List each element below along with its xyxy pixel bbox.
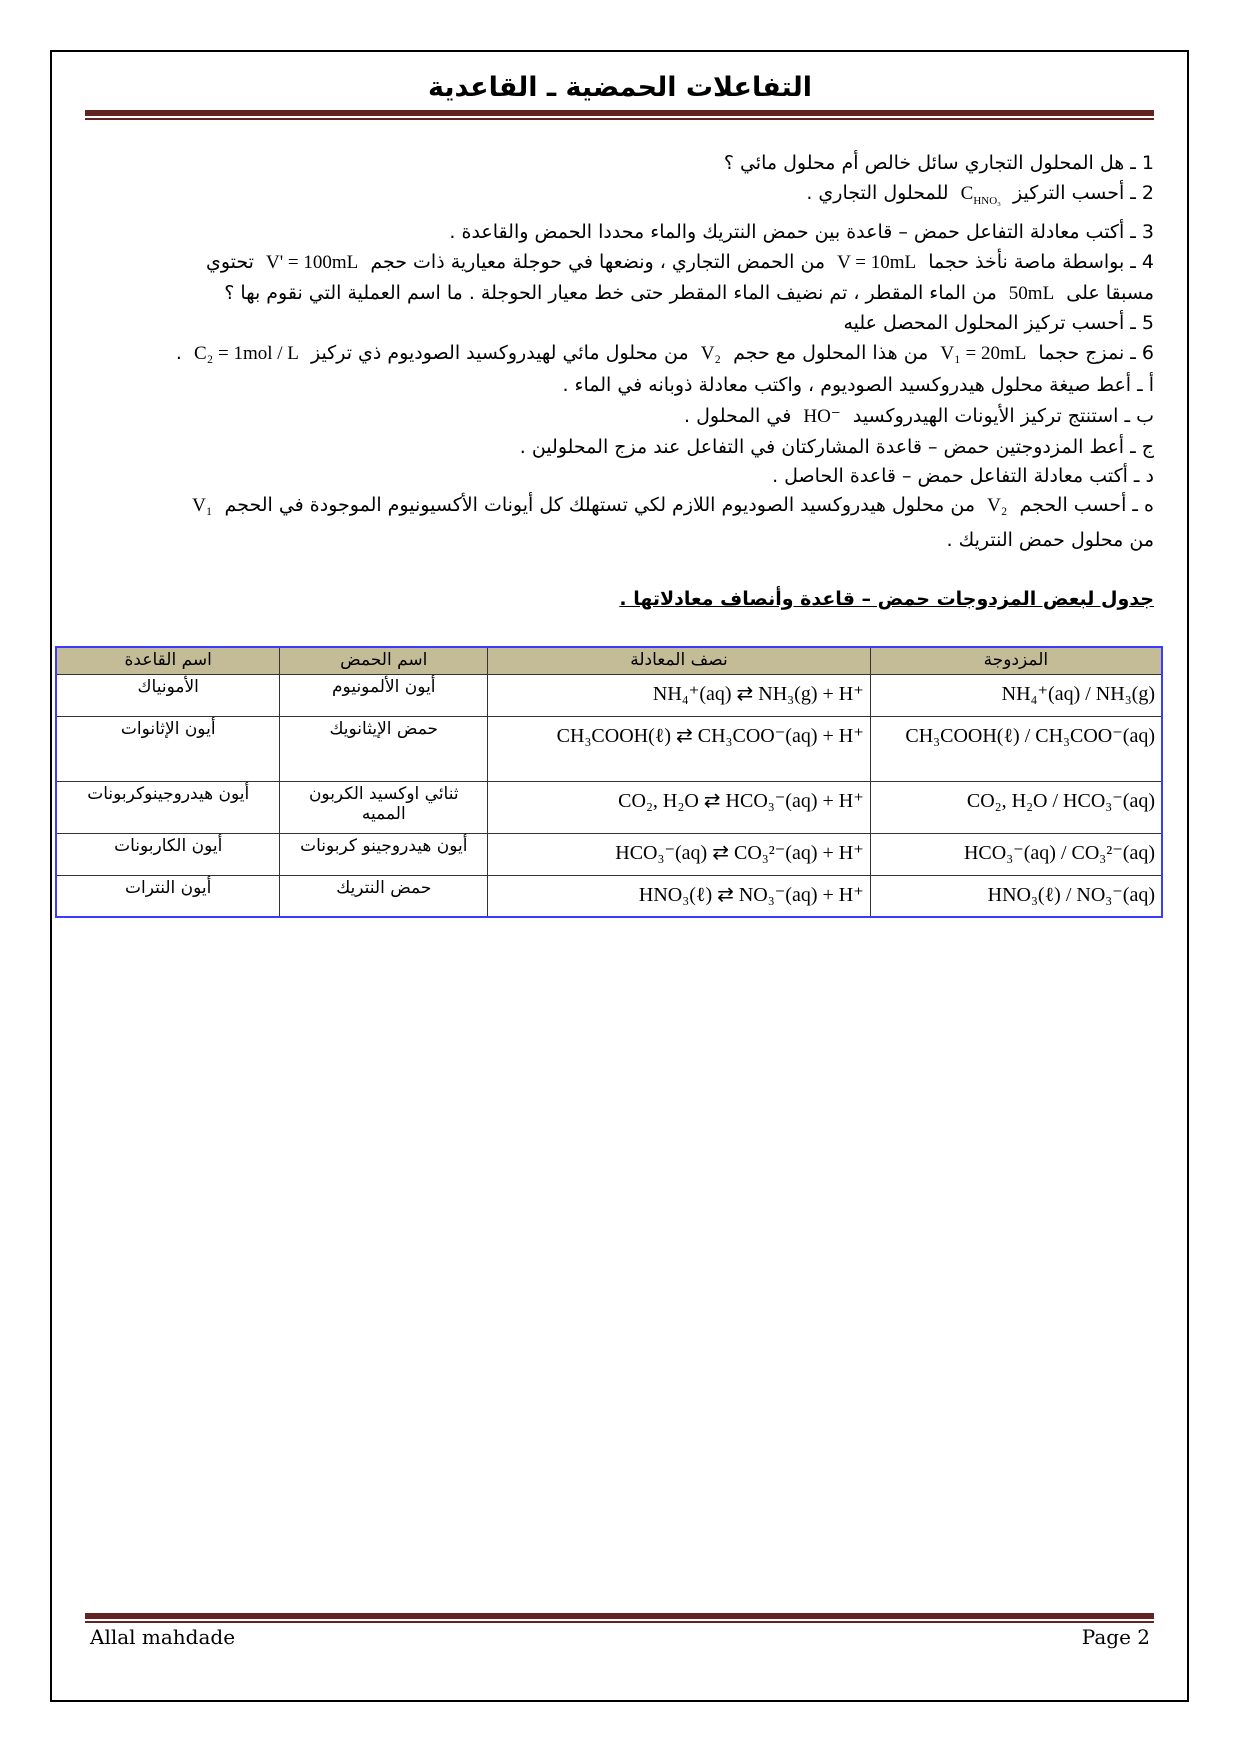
acid-name: أيون الألمونيوم <box>279 674 489 717</box>
acid-base-table: المزدوجة نصف المعادلة اسم الحمض اسم القا… <box>55 646 1163 918</box>
acid-name: أيون هيدروجينو كربونات <box>279 833 489 876</box>
acid-name: حمض الإيثانويك <box>279 716 489 782</box>
q6b-text: في المحلول . <box>684 405 792 427</box>
question-5: 5 ـ أحسب تركيز المحلول المحصل عليه <box>843 312 1154 334</box>
q6-formula-c2: C₂ = 1mol / L <box>193 343 299 364</box>
acid-name: ثنائي اوكسيد الكربون المميه <box>279 781 489 834</box>
title-rule <box>85 110 1154 116</box>
question-6e-cont: من محلول حمض النتريك . <box>946 529 1154 551</box>
q4-text: من الحمض التجاري ، ونضعها في حوجلة معيار… <box>370 251 826 273</box>
table-row: HNO₃(ℓ) / NO₃⁻(aq) HNO₃(ℓ) ⇄ NO₃⁻(aq) + … <box>55 875 1163 917</box>
half-equation: CH₃COOH(ℓ) ⇄ CH₃COO⁻(aq) + H⁺ <box>556 725 864 747</box>
couple-cell: CO₂, H₂O / HCO₃⁻(aq) <box>869 781 1163 834</box>
q2-subscript: HNO₃ <box>973 194 1001 207</box>
header-base-name: اسم القاعدة <box>55 646 281 675</box>
base-name: أيون هيدروجينوكربونات <box>55 781 281 834</box>
question-6c: ج ـ أعط المزدوجتين حمض – قاعدة المشاركتا… <box>519 436 1154 458</box>
equation-cell: HNO₃(ℓ) ⇄ NO₃⁻(aq) + H⁺ <box>487 875 871 917</box>
base-name: الأمونياك <box>55 674 281 717</box>
q6-formula-v1: V₁ = 20mL <box>940 343 1027 364</box>
title-rule-thin <box>85 118 1154 120</box>
equation-cell: CO₂, H₂O ⇄ HCO₃⁻(aq) + H⁺ <box>487 781 871 834</box>
base-name: أيون الإثانوات <box>55 716 281 782</box>
equation-cell: HCO₃⁻(aq) ⇄ CO₃²⁻(aq) + H⁺ <box>487 833 871 876</box>
q6b-formula: HO⁻ <box>803 406 841 427</box>
q6e-text: من محلول هيدروكسيد الصوديوم اللازم لكي ت… <box>224 494 976 516</box>
question-6b: ب ـ استنتج تركيز الأيونات الهيدروكسيد HO… <box>115 403 1154 430</box>
footer-author: Allal mahdade <box>90 1625 236 1649</box>
couple: HNO₃(ℓ) / NO₃⁻(aq) <box>987 884 1155 906</box>
footer-rule-thin <box>85 1621 1154 1623</box>
couple-cell: NH₄⁺(aq) / NH₃(g) <box>869 674 1163 717</box>
q4-formula-v: V = 10mL <box>837 252 917 273</box>
half-equation: CO₂, H₂O ⇄ HCO₃⁻(aq) + H⁺ <box>618 790 864 812</box>
question-6e: ه ـ أحسب الحجم V₂ من محلول هيدروكسيد الص… <box>115 492 1154 519</box>
q6-text: 6 ـ نمزج حجما <box>1038 342 1154 364</box>
question-6: 6 ـ نمزج حجما V₁ = 20mL من هذا المحلول م… <box>115 340 1154 367</box>
couple: CO₂, H₂O / HCO₃⁻(aq) <box>966 790 1155 812</box>
table-caption: جدول لبعض المزدوجات حمض – قاعدة وأنصاف م… <box>619 588 1154 610</box>
q6e-formula-v1: V₁ <box>192 495 213 516</box>
base-name: أيون الكاربونات <box>55 833 281 876</box>
question-1: 1 ـ هل المحلول التجاري سائل خالص أم محلو… <box>723 152 1154 174</box>
q2-symbol: C <box>960 183 974 204</box>
header-couple: المزدوجة <box>869 646 1163 675</box>
q2-text: 2 ـ أحسب التركيز <box>1013 182 1154 204</box>
table-row: HCO₃⁻(aq) / CO₃²⁻(aq) HCO₃⁻(aq) ⇄ CO₃²⁻(… <box>55 833 1163 876</box>
question-4: 4 ـ بواسطة ماصة نأخذ حجما V = 10mL من ال… <box>115 249 1154 276</box>
half-equation: HNO₃(ℓ) ⇄ NO₃⁻(aq) + H⁺ <box>638 884 864 906</box>
question-2: 2 ـ أحسب التركيز CHNO₃ للمحلول التجاري . <box>115 180 1154 214</box>
equation-cell: CH₃COOH(ℓ) ⇄ CH₃COO⁻(aq) + H⁺ <box>487 716 871 782</box>
couple: NH₄⁺(aq) / NH₃(g) <box>1001 683 1155 705</box>
equation-cell: NH₄⁺(aq) ⇄ NH₃(g) + H⁺ <box>487 674 871 717</box>
footer-page-number: Page 2 <box>1081 1625 1150 1649</box>
half-equation: HCO₃⁻(aq) ⇄ CO₃²⁻(aq) + H⁺ <box>615 842 864 864</box>
couple-cell: HNO₃(ℓ) / NO₃⁻(aq) <box>869 875 1163 917</box>
page-frame <box>50 50 1189 1702</box>
q4-formula-50ml: 50mL <box>1008 283 1055 304</box>
question-4-cont: مسبقا على 50mL من الماء المقطر ، تم نضيف… <box>115 280 1154 307</box>
question-6a: أ ـ أعط صيغة محلول هيدروكسيد الصوديوم ، … <box>562 374 1154 396</box>
base-name: أيون النترات <box>55 875 281 917</box>
question-3: 3 ـ أكتب معادلة التفاعل حمض – قاعدة بين … <box>449 221 1154 243</box>
q4-text: 4 ـ بواسطة ماصة نأخذ حجما <box>928 251 1154 273</box>
q4-text: مسبقا على <box>1066 282 1154 304</box>
couple: HCO₃⁻(aq) / CO₃²⁻(aq) <box>963 842 1155 864</box>
q6-text: من هذا المحلول مع حجم <box>733 342 929 364</box>
header-half-equation: نصف المعادلة <box>487 646 871 675</box>
q6b-text: ب ـ استنتج تركيز الأيونات الهيدروكسيد <box>852 405 1154 427</box>
q6-text: . <box>175 342 182 364</box>
table-row: CO₂, H₂O / HCO₃⁻(aq) CO₂, H₂O ⇄ HCO₃⁻(aq… <box>55 781 1163 834</box>
acid-name: حمض النتريك <box>279 875 489 917</box>
couple-cell: CH₃COOH(ℓ) / CH₃COO⁻(aq) <box>869 716 1163 782</box>
q4-text: تحتوي <box>206 251 254 273</box>
table-row: NH₄⁺(aq) / NH₃(g) NH₄⁺(aq) ⇄ NH₃(g) + H⁺… <box>55 674 1163 717</box>
page-title: التفاعلات الحمضية ـ القاعدية <box>428 72 812 103</box>
q4-text: من الماء المقطر ، تم نضيف الماء المقطر ح… <box>224 282 997 304</box>
header-acid-name: اسم الحمض <box>279 646 489 675</box>
q6e-formula-v2: V₂ <box>987 495 1008 516</box>
footer-rule <box>85 1613 1154 1619</box>
half-equation: NH₄⁺(aq) ⇄ NH₃(g) + H⁺ <box>652 683 864 705</box>
q2-formula: CHNO₃ <box>955 181 1007 214</box>
couple: CH₃COOH(ℓ) / CH₃COO⁻(aq) <box>905 725 1155 747</box>
q6-text: من محلول مائي لهيدروكسيد الصوديوم ذي ترك… <box>310 342 689 364</box>
q4-formula-v-prime: V' = 100mL <box>266 252 359 273</box>
q6-formula-v2: V₂ <box>700 343 722 364</box>
table-row: CH₃COOH(ℓ) / CH₃COO⁻(aq) CH₃COOH(ℓ) ⇄ CH… <box>55 716 1163 782</box>
q2-text-end: للمحلول التجاري . <box>806 182 949 204</box>
q6e-text: ه ـ أحسب الحجم <box>1019 494 1154 516</box>
couple-cell: HCO₃⁻(aq) / CO₃²⁻(aq) <box>869 833 1163 876</box>
question-6d: د ـ أكتب معادلة التفاعل حمض – قاعدة الحا… <box>772 465 1154 487</box>
